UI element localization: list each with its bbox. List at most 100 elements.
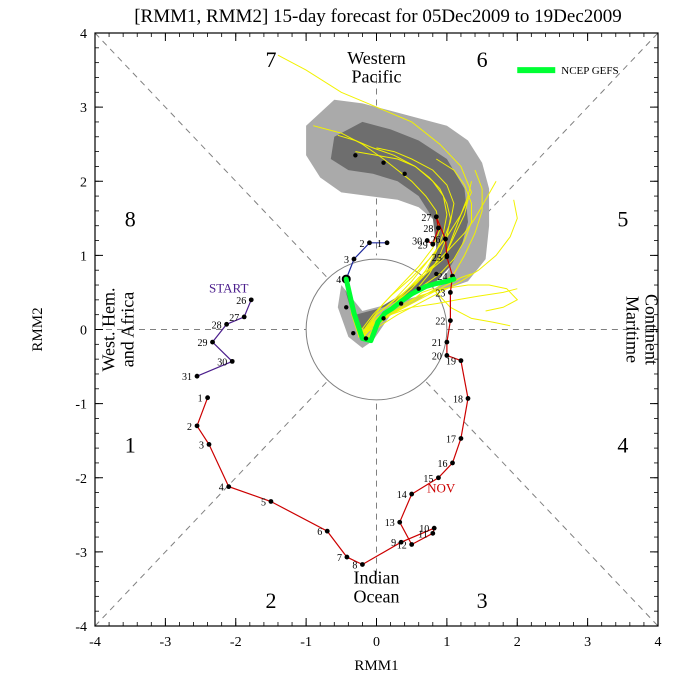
region-label-left: and Africa xyxy=(118,292,138,367)
annotation-label: NOV xyxy=(427,481,456,496)
series-3-day-label: 4 xyxy=(336,275,341,286)
region-label-bottom: Indian xyxy=(354,568,400,588)
series-2-day-label: 21 xyxy=(432,338,442,349)
phase-number: 6 xyxy=(477,47,488,72)
series-2-point xyxy=(430,530,436,536)
phase-number: 5 xyxy=(617,206,628,231)
series-2-day-label: 25 xyxy=(432,253,442,264)
series-2-point xyxy=(206,441,212,447)
series-1-point xyxy=(194,373,200,379)
series-3-point xyxy=(384,240,390,246)
series-1-day-label: 27 xyxy=(229,313,239,324)
phase-number: 1 xyxy=(125,432,136,457)
region-label-bottom: Ocean xyxy=(354,586,400,606)
y-tick-label: -1 xyxy=(75,398,87,413)
series-1-point xyxy=(210,339,215,345)
series-1-point xyxy=(248,297,254,303)
region-label-top: Pacific xyxy=(352,67,402,87)
series-2-point xyxy=(409,491,415,497)
region-label-top: Western xyxy=(347,48,406,68)
region-label-right: Maritime xyxy=(622,296,642,363)
series-2-day-label: 15 xyxy=(423,474,433,485)
series-2-point xyxy=(194,423,200,429)
series-2-point xyxy=(433,214,439,220)
series-2-day-label: 17 xyxy=(446,434,456,445)
series-2-point xyxy=(465,396,471,401)
series-2-day-label: 3 xyxy=(199,440,204,451)
series-3-day-label: 2 xyxy=(359,239,364,250)
series-1-point xyxy=(224,321,230,327)
x-tick-label: -3 xyxy=(160,635,172,650)
ensemble-mean-point xyxy=(444,253,450,258)
y-tick-label: 1 xyxy=(80,249,87,264)
series-2-day-label: 27 xyxy=(421,213,431,224)
series-2-point xyxy=(458,358,464,364)
x-tick-label: 4 xyxy=(655,635,662,650)
series-1-point xyxy=(241,314,247,320)
ensemble-mean-line xyxy=(343,276,457,344)
series-2-day-label: 13 xyxy=(385,518,395,529)
series-3-point xyxy=(367,240,372,246)
ensemble-mean-point xyxy=(344,305,349,310)
ensemble-mean-point xyxy=(381,316,386,321)
series-2-day-label: 20 xyxy=(432,351,442,362)
x-tick-label: 0 xyxy=(373,635,380,650)
series-2-point xyxy=(360,562,365,567)
y-tick-label: -3 xyxy=(75,546,87,561)
ensemble-mean-point xyxy=(402,171,407,177)
series-2-point xyxy=(436,475,441,481)
series-1-day-label: 31 xyxy=(182,372,192,383)
series-2-day-label: 4 xyxy=(219,483,224,494)
chart-title: [RMM1, RMM2] 15-day forecast for 05Dec20… xyxy=(134,6,622,27)
x-tick-label: -4 xyxy=(89,635,101,650)
series-2-day-label: 5 xyxy=(261,497,266,508)
series-2-day-label: 28 xyxy=(423,224,433,235)
series-2-point xyxy=(430,241,436,247)
diagonal-guide-sw xyxy=(94,381,328,627)
series-2-day-label: 8 xyxy=(352,560,357,571)
ensemble-mean-point xyxy=(351,331,356,336)
y-tick-label: 2 xyxy=(80,175,87,190)
region-label-left: West. Hem. xyxy=(99,287,119,371)
series-1-day-label: 26 xyxy=(236,296,246,307)
y-tick-label: 3 xyxy=(80,101,87,116)
series-2-point xyxy=(205,395,211,401)
diagonal-guide-se xyxy=(425,381,659,627)
ensemble-mean-point xyxy=(416,286,421,291)
y-tick-label: -4 xyxy=(75,620,87,635)
series-2-day-label: 14 xyxy=(397,490,407,501)
series-2-point xyxy=(398,539,404,545)
series-2-point xyxy=(444,339,450,345)
series-2-day-label: 9 xyxy=(391,538,396,549)
ensemble-mean xyxy=(341,153,457,344)
y-axis-label: RMM2 xyxy=(30,307,46,351)
series-2-day-label: 12 xyxy=(397,540,407,551)
series-2-point xyxy=(450,460,455,466)
series-2-point xyxy=(458,436,464,441)
legend-label: NCEP GEFS xyxy=(561,65,618,77)
series-2-point xyxy=(268,499,274,504)
series-1-line xyxy=(196,299,252,377)
x-tick-label: -2 xyxy=(230,635,242,650)
series-3-line xyxy=(345,242,388,280)
series-2-point xyxy=(447,290,453,295)
x-axis-label: RMM1 xyxy=(354,658,398,674)
phase-number: 4 xyxy=(617,432,628,457)
series-2-point xyxy=(436,225,441,231)
series-2-day-label: 23 xyxy=(435,288,445,299)
series-2-day-label: 24 xyxy=(438,272,448,283)
annotation-label: START xyxy=(209,280,248,295)
series-2-point xyxy=(444,353,450,358)
series-3-day-label: 3 xyxy=(344,255,349,266)
series-2-day-label: 11 xyxy=(418,529,428,540)
series-2-day-label: 29 xyxy=(418,240,428,251)
series-2-day-label: 16 xyxy=(438,459,448,470)
series-3-day-label: 1 xyxy=(377,239,382,250)
phase-number: 7 xyxy=(265,47,276,72)
series-2-point xyxy=(397,519,403,525)
ensemble-mean-point xyxy=(398,301,404,306)
unit-circle xyxy=(305,258,448,401)
series-2-day-label: 18 xyxy=(453,394,463,405)
